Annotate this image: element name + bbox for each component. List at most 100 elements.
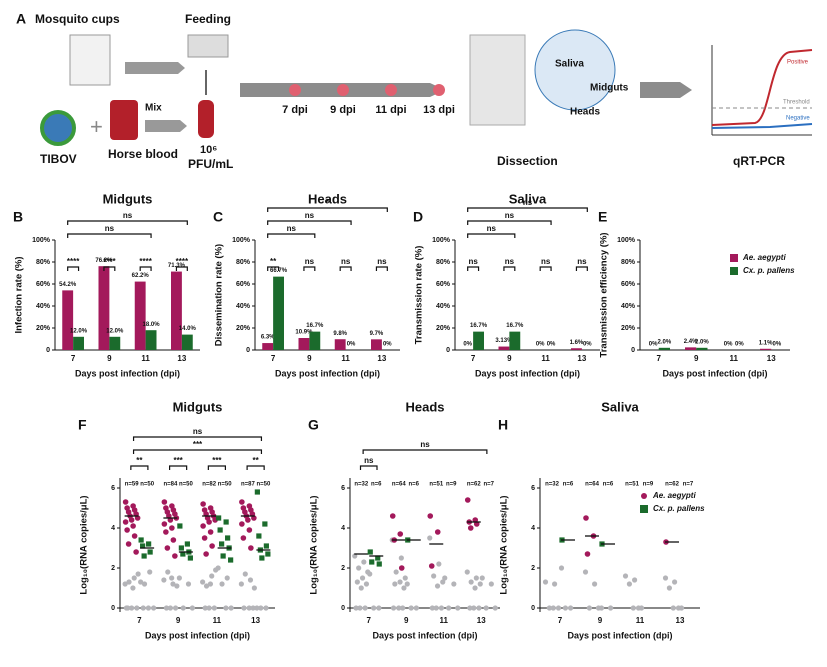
point — [131, 533, 138, 539]
panel-label: C — [213, 209, 223, 225]
bar — [509, 331, 521, 350]
y-tick-label: 60% — [236, 281, 251, 288]
value-label: 12.0% — [70, 328, 88, 334]
point — [263, 543, 269, 549]
n-label: n=62 — [665, 482, 680, 488]
negative-point — [413, 605, 419, 611]
chart-title: Saliva — [509, 191, 547, 206]
negative-point — [358, 585, 364, 591]
label: Negative — [786, 116, 810, 122]
negative-point — [376, 605, 382, 611]
x-tick-label: 9 — [404, 616, 409, 625]
value-label: 1.6% — [570, 340, 584, 346]
y-axis-label: Log₁₀(RNA copies/μL) — [309, 495, 320, 594]
negative-point — [200, 579, 206, 585]
tube-icon — [198, 100, 214, 138]
x-tick-label: 7 — [471, 354, 476, 363]
value-label: 0% — [773, 342, 782, 348]
sig-label: ns — [377, 257, 387, 266]
arrow — [145, 120, 187, 132]
negative-point — [228, 605, 234, 611]
label: TIBOV — [40, 152, 77, 166]
point — [389, 513, 396, 519]
negative-point — [251, 585, 257, 591]
panel-label: G — [308, 417, 319, 433]
point — [141, 553, 147, 559]
x-tick-label: 11 — [341, 354, 350, 363]
label: Heads — [570, 107, 600, 118]
negative-point — [398, 555, 404, 561]
negative-point — [455, 605, 461, 611]
negative-point — [215, 565, 221, 571]
n-label: n=59 — [125, 482, 140, 488]
negative-point — [408, 605, 414, 611]
n-label: n=6 — [371, 482, 382, 488]
negative-point — [185, 581, 192, 587]
point — [122, 519, 129, 525]
negative-point — [362, 605, 368, 611]
timepoint-dot — [337, 84, 349, 96]
y-tick-label: 6 — [111, 485, 115, 492]
y-tick-label: 60% — [436, 281, 451, 288]
point — [172, 553, 178, 559]
label: Midguts — [590, 83, 629, 94]
negative-point — [165, 569, 171, 575]
point — [203, 551, 209, 557]
negative-point — [209, 573, 215, 579]
label: Feeding — [185, 12, 231, 26]
value-label: 54.2% — [59, 282, 77, 288]
sig-bracket — [175, 266, 188, 271]
point — [200, 501, 206, 507]
legend-swatch — [730, 267, 738, 275]
negative-point — [254, 605, 260, 611]
value-label: 0% — [383, 342, 392, 348]
n-label: n=9 — [446, 482, 457, 488]
sig-label: ns — [193, 427, 203, 436]
negative-point — [189, 605, 195, 611]
point — [225, 535, 231, 541]
negative-point — [174, 583, 180, 589]
point — [427, 513, 434, 519]
n-label: n=50 — [218, 482, 233, 488]
point — [177, 523, 183, 529]
point — [217, 527, 223, 533]
negative-point — [169, 575, 175, 581]
negative-point — [427, 535, 433, 541]
x-tick-label: 11 — [541, 354, 550, 363]
point — [161, 499, 168, 505]
value-label: 0% — [649, 342, 658, 348]
point — [239, 499, 245, 505]
n-label: n=32 — [354, 482, 369, 488]
point — [200, 523, 206, 529]
y-tick-label: 4 — [341, 525, 345, 532]
point — [434, 529, 441, 535]
y-tick-label: 0 — [246, 347, 250, 354]
negative-point — [393, 569, 399, 575]
value-label: 16.7% — [306, 323, 324, 329]
blood-icon — [110, 100, 138, 140]
sig-bracket — [67, 266, 80, 271]
x-axis-label: Days post infection (dpi) — [75, 368, 180, 378]
y-tick-label: 20% — [436, 325, 451, 332]
label: Dissection — [497, 154, 558, 168]
bar — [98, 266, 110, 350]
negative-point — [598, 605, 605, 611]
sig-label: ns — [577, 257, 587, 266]
label: Positive — [787, 60, 809, 66]
point — [164, 545, 171, 551]
y-tick-label: 0 — [341, 605, 345, 612]
negative-point — [180, 605, 186, 611]
sig-bracket — [267, 266, 280, 271]
negative-point — [161, 577, 167, 583]
negative-point — [582, 569, 589, 575]
negative-point — [357, 605, 363, 611]
point — [248, 545, 254, 551]
bar — [109, 336, 121, 350]
point — [256, 533, 262, 539]
negative-point — [138, 579, 144, 585]
sig-label: *** — [173, 456, 183, 465]
sig-bracket — [339, 266, 352, 271]
negative-point — [467, 605, 473, 611]
bar — [134, 281, 146, 350]
